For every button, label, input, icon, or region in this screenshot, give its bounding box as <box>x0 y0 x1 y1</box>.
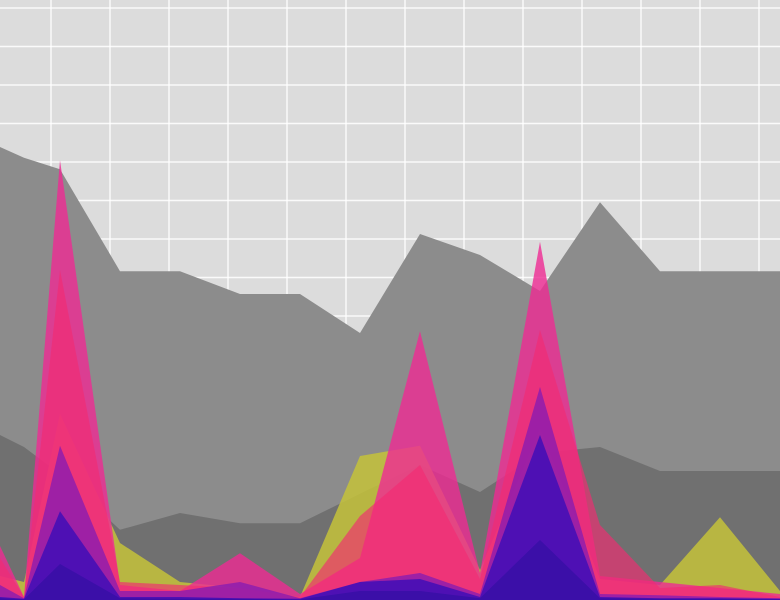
area-series-8 <box>0 540 780 600</box>
area-series-6 <box>0 387 780 600</box>
area-series-5 <box>0 270 780 600</box>
series-group <box>0 147 780 600</box>
area-series-7 <box>0 435 780 600</box>
